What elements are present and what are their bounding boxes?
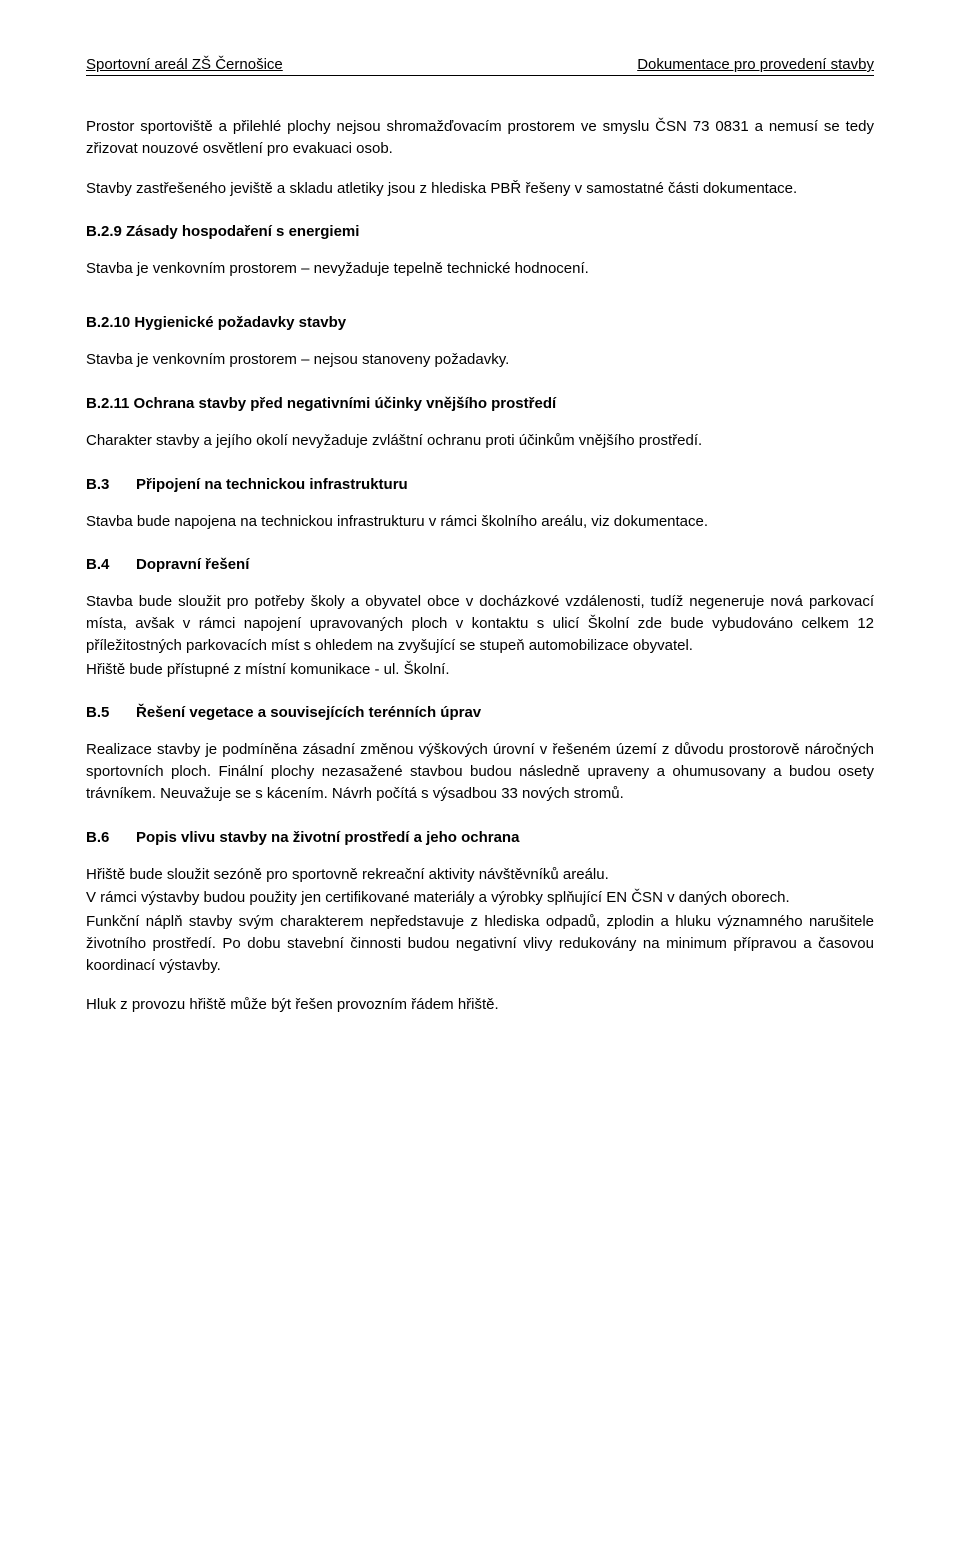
paragraph: Stavby zastřešeného jeviště a skladu atl… xyxy=(86,178,874,200)
heading-title: Připojení na technickou infrastrukturu xyxy=(136,476,874,493)
document-page: Sportovní areál ZŠ Černošice Dokumentace… xyxy=(0,0,960,1541)
paragraph: Stavba bude napojena na technickou infra… xyxy=(86,511,874,533)
heading-b5: B.5 Řešení vegetace a souvisejících teré… xyxy=(86,704,874,721)
paragraph: Charakter stavby a jejího okolí nevyžadu… xyxy=(86,430,874,452)
heading-num: B.6 xyxy=(86,829,136,846)
heading-title: Dopravní řešení xyxy=(136,556,874,573)
paragraph: Realizace stavby je podmíněna zásadní zm… xyxy=(86,739,874,804)
paragraph: Hřiště bude přístupné z místní komunikac… xyxy=(86,659,874,681)
paragraph: V rámci výstavby budou použity jen certi… xyxy=(86,887,874,909)
paragraph: Stavba je venkovním prostorem – nejsou s… xyxy=(86,349,874,371)
heading-b29: B.2.9 Zásady hospodaření s energiemi xyxy=(86,223,874,240)
heading-b6: B.6 Popis vlivu stavby na životní prostř… xyxy=(86,829,874,846)
paragraph: Prostor sportoviště a přilehlé plochy ne… xyxy=(86,116,874,160)
heading-title: Řešení vegetace a souvisejících terénníc… xyxy=(136,704,874,721)
paragraph: Funkční náplň stavby svým charakterem ne… xyxy=(86,911,874,976)
paragraph: Hřiště bude sloužit sezóně pro sportovně… xyxy=(86,864,874,886)
heading-num: B.4 xyxy=(86,556,136,573)
heading-num: B.3 xyxy=(86,476,136,493)
paragraph: Stavba bude sloužit pro potřeby školy a … xyxy=(86,591,874,656)
heading-b211: B.2.11 Ochrana stavby před negativními ú… xyxy=(86,395,874,412)
paragraph: Hluk z provozu hřiště může být řešen pro… xyxy=(86,994,874,1016)
heading-title: Popis vlivu stavby na životní prostředí … xyxy=(136,829,874,846)
page-header: Sportovní areál ZŠ Černošice Dokumentace… xyxy=(86,56,874,76)
heading-b3: B.3 Připojení na technickou infrastruktu… xyxy=(86,476,874,493)
heading-num: B.5 xyxy=(86,704,136,721)
heading-b210: B.2.10 Hygienické požadavky stavby xyxy=(86,314,874,331)
paragraph: Stavba je venkovním prostorem – nevyžadu… xyxy=(86,258,874,280)
header-left: Sportovní areál ZŠ Černošice xyxy=(86,56,283,73)
header-right: Dokumentace pro provedení stavby xyxy=(637,56,874,73)
heading-b4: B.4 Dopravní řešení xyxy=(86,556,874,573)
